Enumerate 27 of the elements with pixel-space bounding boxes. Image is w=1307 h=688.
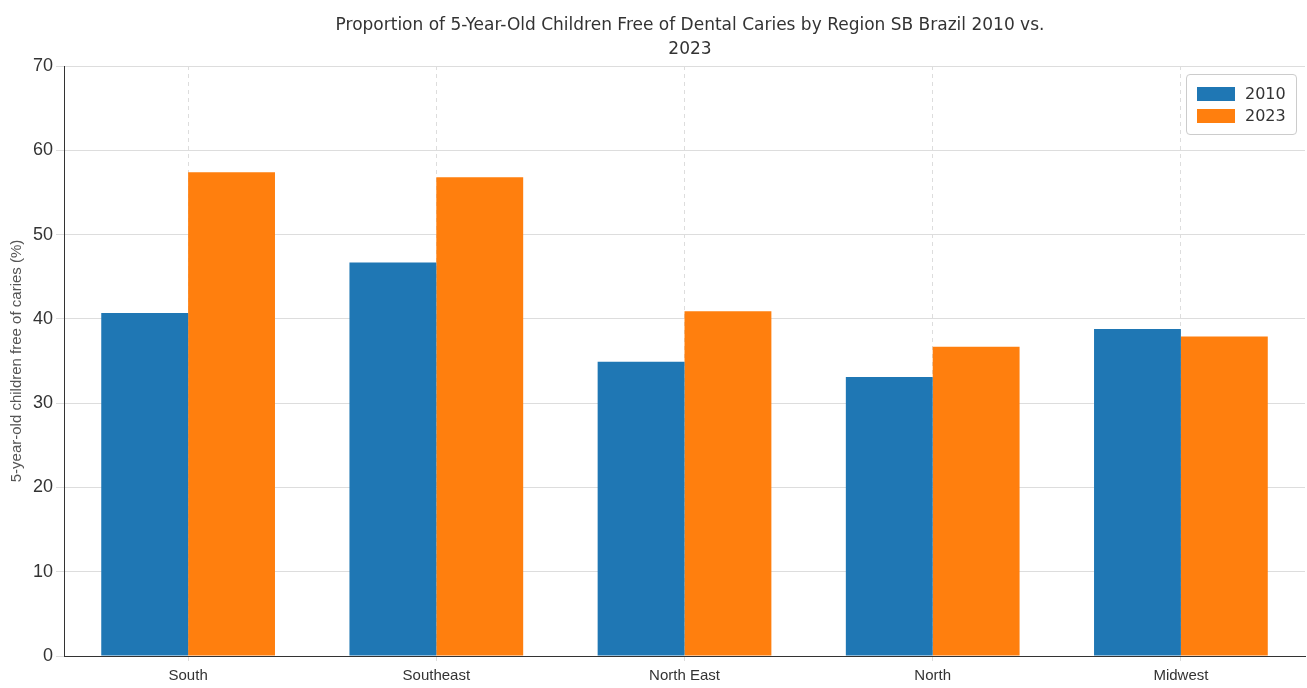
- bar: [188, 172, 275, 656]
- y-tick-label: 70: [32, 54, 54, 75]
- y-tick-label: 60: [32, 139, 54, 160]
- chart-title: Proportion of 5-Year-Old Children Free of Dental Caries by Region SB Brazil 2010 vs. 2023: [334, 13, 1046, 60]
- bar: [101, 312, 189, 656]
- legend-label: 2023: [1245, 106, 1286, 125]
- bar: [1094, 328, 1181, 656]
- y-axis-title: 5-year-old children free of caries (%): [7, 239, 25, 483]
- y-tick-label: 0: [43, 644, 54, 665]
- y-tick-label: 20: [32, 476, 54, 497]
- bar: [1180, 336, 1268, 656]
- x-tick-label: Southeast: [402, 666, 471, 684]
- x-tick-label: Midwest: [1153, 666, 1210, 684]
- x-tick-label: South: [168, 666, 208, 684]
- y-tick-label: 50: [32, 223, 54, 244]
- y-tick-label: 40: [32, 307, 54, 328]
- bar: [349, 262, 437, 656]
- y-tick-label: 30: [32, 392, 54, 413]
- bar: [845, 377, 933, 656]
- x-tick-label: North: [914, 666, 952, 684]
- y-tick-label: 10: [32, 560, 54, 581]
- bar: [436, 177, 524, 656]
- x-tick-label: North East: [649, 666, 721, 684]
- bar: [932, 346, 1020, 656]
- bar: [597, 361, 685, 656]
- bar: [684, 311, 772, 656]
- legend-label: 2010: [1245, 84, 1286, 103]
